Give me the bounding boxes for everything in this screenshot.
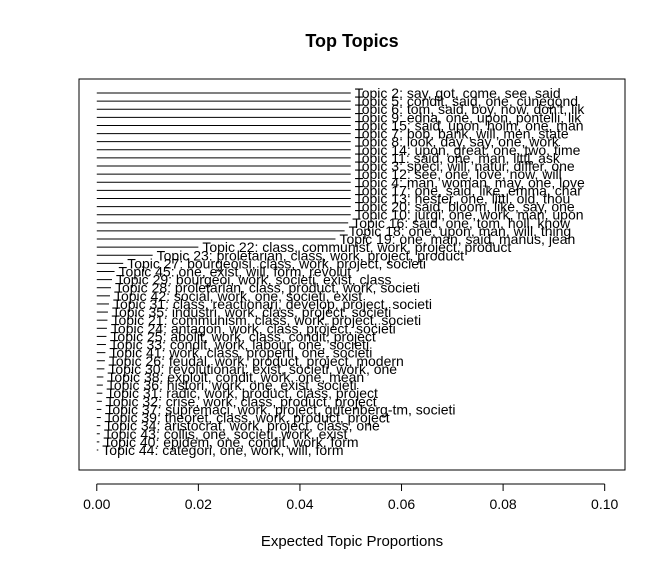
topic-label: Topic 42: social, work, one, societi, ex… (114, 288, 362, 304)
bar-labels: Topic 2: say, got, come, see, saidTopic … (102, 85, 585, 458)
topic-label: Topic 8: look, day, say, one, work (355, 134, 560, 150)
topic-label: Topic 45: one, exist, will, form, revolu… (119, 264, 352, 280)
bar-series (96, 92, 351, 451)
topic-label: Topic 6: tom, said, boy, now, don't, lik (355, 101, 586, 117)
x-tick-label: 0.06 (388, 496, 415, 512)
topic-label: Topic 5: condit, said, one, cunegond (355, 93, 578, 109)
topic-label: Topic 13: hester, one, littl, old, thou (355, 190, 571, 206)
topic-label: Topic 12: see, one, love, now, will (355, 166, 562, 182)
topic-label: Topic 41: work, class, properti, one, so… (109, 345, 372, 361)
topic-label: Topic 38: exploit, condit, work, one, me… (107, 369, 364, 385)
x-tick-label: 0.02 (185, 496, 212, 512)
topic-label: Topic 11: said, one, man, littl, ask (355, 150, 561, 166)
topic-label: Topic 25: abolit, work, class, condit, p… (110, 328, 375, 344)
topic-label: Topic 2: say, got, come, see, said (355, 85, 561, 101)
x-tick-label: 0.00 (83, 496, 110, 512)
topic-label: Topic 10: jurgi, one, work, man, upon (355, 207, 584, 223)
topic-label: Topic 31: class, reactionari, develop, p… (113, 296, 432, 312)
topic-label: Topic 3: speci, will, natur, differ, one (355, 158, 575, 174)
topic-label: Topic 7: bob, bank, will, men, state (355, 126, 569, 142)
topic-label: Topic 34: aristocrat, work, project, cla… (104, 418, 380, 434)
topic-label: Topic 29: bourgeoi, work, societi, exist… (116, 272, 391, 288)
topic-label: Topic 21: communism, class, work, projec… (111, 312, 421, 328)
topic-label: Topic 22: class, communist, work, projec… (202, 239, 511, 255)
topic-label: Topic 19: one, man, said, manus, jean (339, 231, 575, 247)
topic-label: Topic 4: man, woman, may, one, love (355, 174, 585, 190)
topic-label: Topic 36: histori, work, one, exist, soc… (107, 377, 357, 393)
topic-label: Topic 15: said, upon, holm, one, man (355, 117, 584, 133)
topic-label: Topic 18: one, upon, man, will, thing (349, 223, 572, 239)
topic-label: Topic 9: edna, one, upon, pontelli, lik (355, 109, 582, 125)
plot-frame (78, 78, 626, 471)
x-tick-label: 0.08 (489, 496, 516, 512)
topic-label: Topic 16: said, one, tom, holl, know (352, 215, 571, 231)
topic-label: Topic 33: condit, work, labour, one, soc… (110, 337, 369, 353)
topic-label: Topic 17: one, said, like, emma, char (355, 182, 583, 198)
topic-label: Topic 31: radic, work, product, class, p… (106, 385, 378, 401)
topic-label: Topic 20: said, bloom, like, say, one (355, 199, 575, 215)
topic-label: Topic 30: revolutionari, exist, societi,… (108, 361, 397, 377)
topic-label: Topic 35: industri, work, class, project… (112, 304, 391, 320)
topic-label: Topic 27: bourgeoisi, class, work, proje… (127, 255, 426, 271)
x-tick-label: 0.04 (286, 496, 313, 512)
x-axis: 0.00 0.02 0.04 0.06 0.08 0.10 (83, 483, 619, 512)
topic-label: Topic 14: upon, great, one, two, time (355, 142, 581, 158)
topic-label: Topic 23: proletarian, class, work, proj… (157, 247, 464, 263)
x-tick-label: 0.10 (591, 496, 618, 512)
x-axis-label: Expected Topic Proportions (261, 533, 443, 550)
topic-label: Topic 28: proletarian, class, product, w… (115, 280, 420, 296)
topic-label: Topic 43: collis, one, societi, work, ex… (104, 426, 348, 442)
topic-label: Topic 37: supremaci, work, project, gute… (105, 401, 455, 417)
chart-title: Top Topics (305, 31, 398, 51)
topic-label: Topic 40: epidem, one, condit, work, for… (103, 434, 358, 450)
topic-label: Topic 32: crise, work, class, product, p… (106, 393, 377, 409)
topic-label: Topic 44: categori, one, work, will, for… (102, 442, 343, 458)
topic-label: Topic 24: antagon, work, class, project,… (111, 320, 396, 336)
topic-label: Topic 39: theoret, class, work, product,… (105, 410, 390, 426)
topic-label: Topic 26: feudal, work, product, project… (109, 353, 404, 369)
